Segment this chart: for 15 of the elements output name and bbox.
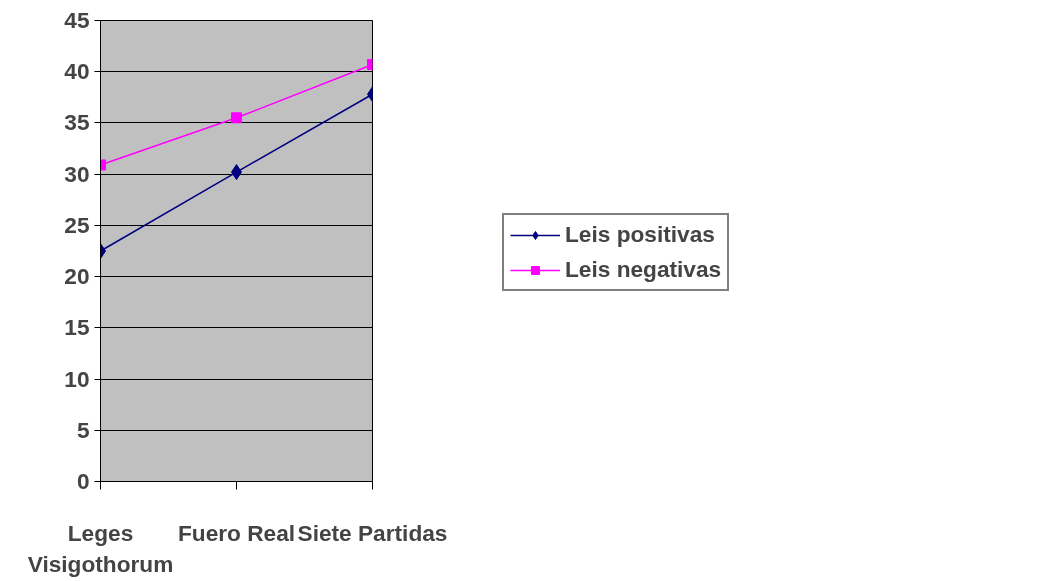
y-tick-label: 35 [64,109,90,136]
legend-label: Leis negativas [565,256,722,283]
y-tick-label: 5 [76,416,90,443]
x-tick-label: Siete Partidas [297,519,448,546]
y-tick-label: 10 [64,365,90,392]
x-tick-label: Fuero Real [177,519,296,546]
y-tick-label: 30 [64,160,90,187]
y-tick-label: 0 [76,468,90,494]
y-tick-label: 40 [64,58,90,85]
y-tick-label: 45 [64,7,90,33]
y-tick-label: 15 [64,314,90,341]
x-tick-label: Leges Visigothorum [27,519,174,577]
legend-label: Leis positivas [565,221,715,248]
y-tick-label: 20 [64,263,90,290]
y-tick-label: 25 [64,211,90,238]
